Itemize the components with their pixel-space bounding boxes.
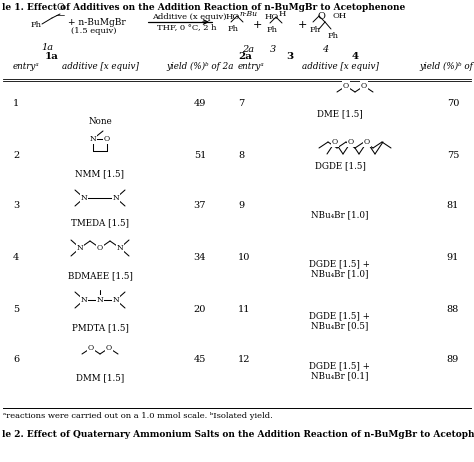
Text: entryᵃ: entryᵃ (238, 62, 264, 71)
Text: 45: 45 (194, 355, 206, 365)
Text: None: None (88, 117, 112, 127)
Text: additive [x equiv]: additive [x equiv] (62, 62, 138, 71)
Text: 89: 89 (447, 355, 459, 365)
Text: 4: 4 (13, 254, 19, 262)
Text: O: O (348, 138, 354, 146)
Text: DGDE [1.5] +: DGDE [1.5] + (310, 361, 371, 371)
Text: 9: 9 (238, 201, 244, 209)
Text: le 1. Effect of Additives on the Addition Reaction of n-BuMgBr to Acetophenone: le 1. Effect of Additives on the Additio… (2, 3, 405, 12)
Text: TMEDA [1.5]: TMEDA [1.5] (71, 219, 129, 227)
Text: N: N (81, 296, 87, 304)
Text: 91: 91 (447, 254, 459, 262)
Text: 12: 12 (238, 355, 250, 365)
Text: yield (%)ᵇ of 2a: yield (%)ᵇ of 2a (166, 62, 234, 71)
Text: NBu₄Br [1.0]: NBu₄Br [1.0] (311, 211, 369, 219)
Text: 7: 7 (238, 99, 244, 109)
Text: 2: 2 (13, 152, 19, 160)
Text: 49: 49 (194, 99, 206, 109)
Text: N: N (81, 194, 87, 202)
Text: 34: 34 (194, 254, 206, 262)
Text: O: O (364, 138, 370, 146)
Text: NMM [1.5]: NMM [1.5] (75, 170, 125, 178)
Text: Ph: Ph (328, 32, 339, 40)
Text: O: O (56, 3, 64, 12)
Text: HO: HO (226, 13, 240, 21)
Text: O: O (104, 135, 110, 143)
Text: NBu₄Br [0.1]: NBu₄Br [0.1] (311, 371, 369, 381)
Text: N: N (90, 135, 96, 143)
Text: HO: HO (265, 13, 279, 21)
Text: + n-BuMgBr: + n-BuMgBr (68, 18, 126, 27)
Text: H: H (279, 10, 286, 18)
Text: 4: 4 (322, 45, 328, 54)
Text: 51: 51 (194, 152, 206, 160)
Text: DME [1.5]: DME [1.5] (317, 109, 363, 118)
Text: 1a: 1a (41, 43, 53, 52)
Text: entryᵃ: entryᵃ (13, 62, 40, 71)
Text: Additive (x equiv): Additive (x equiv) (152, 13, 227, 21)
Text: 2a: 2a (242, 45, 254, 54)
Text: 70: 70 (447, 99, 459, 109)
Text: NBu₄Br [1.0]: NBu₄Br [1.0] (311, 269, 369, 279)
Text: 3: 3 (286, 52, 293, 61)
Text: additive [x equiv]: additive [x equiv] (301, 62, 378, 71)
Text: 1: 1 (13, 99, 19, 109)
Text: 11: 11 (238, 305, 250, 315)
Text: THF, 0 °C, 2 h: THF, 0 °C, 2 h (157, 23, 217, 31)
Text: N: N (113, 296, 119, 304)
Text: 6: 6 (13, 355, 19, 365)
Text: 8: 8 (238, 152, 244, 160)
Text: 10: 10 (238, 254, 250, 262)
Text: yield (%)ᵇ of 2a: yield (%)ᵇ of 2a (419, 62, 474, 71)
Text: ᵃreactions were carried out on a 1.0 mmol scale. ᵇIsolated yield.: ᵃreactions were carried out on a 1.0 mmo… (3, 412, 273, 420)
Text: O: O (88, 344, 94, 352)
Text: N: N (117, 244, 123, 252)
Text: DGDE [1.5] +: DGDE [1.5] + (310, 260, 371, 268)
Text: PMDTA [1.5]: PMDTA [1.5] (72, 323, 128, 333)
Text: Ph: Ph (30, 21, 42, 29)
Text: BDMAEE [1.5]: BDMAEE [1.5] (68, 272, 132, 280)
Text: 20: 20 (194, 305, 206, 315)
Text: Ph: Ph (228, 25, 239, 33)
Text: 3: 3 (270, 45, 276, 54)
Text: 5: 5 (13, 305, 19, 315)
Text: (1.5 equiv): (1.5 equiv) (71, 27, 117, 35)
Text: 3: 3 (13, 201, 19, 209)
Text: 37: 37 (194, 201, 206, 209)
Text: 88: 88 (447, 305, 459, 315)
Text: DGDE [1.5] +: DGDE [1.5] + (310, 311, 371, 321)
Text: O: O (343, 82, 349, 90)
Text: O: O (361, 82, 367, 90)
Text: N: N (97, 296, 103, 304)
Text: 4: 4 (351, 52, 358, 61)
Text: le 2. Effect of Quaternary Ammonium Salts on the Addition Reaction of n-BuMgBr t: le 2. Effect of Quaternary Ammonium Salt… (2, 430, 474, 439)
Text: 1a: 1a (45, 52, 59, 61)
Text: O: O (332, 138, 338, 146)
Text: N: N (77, 244, 83, 252)
Text: n-Bu: n-Bu (239, 10, 257, 18)
Text: +: + (252, 20, 262, 30)
Text: 81: 81 (447, 201, 459, 209)
Text: Ph: Ph (310, 26, 321, 34)
Text: 2a: 2a (238, 52, 252, 61)
Text: +: + (297, 20, 307, 30)
Text: OH: OH (333, 12, 347, 20)
Text: O: O (106, 344, 112, 352)
Text: O: O (318, 12, 326, 21)
Text: DMM [1.5]: DMM [1.5] (76, 373, 124, 383)
Text: 75: 75 (447, 152, 459, 160)
Text: NBu₄Br [0.5]: NBu₄Br [0.5] (311, 322, 369, 330)
Text: Ph: Ph (267, 26, 278, 34)
Text: DGDE [1.5]: DGDE [1.5] (315, 162, 365, 170)
Text: N: N (113, 194, 119, 202)
Text: O: O (97, 244, 103, 252)
